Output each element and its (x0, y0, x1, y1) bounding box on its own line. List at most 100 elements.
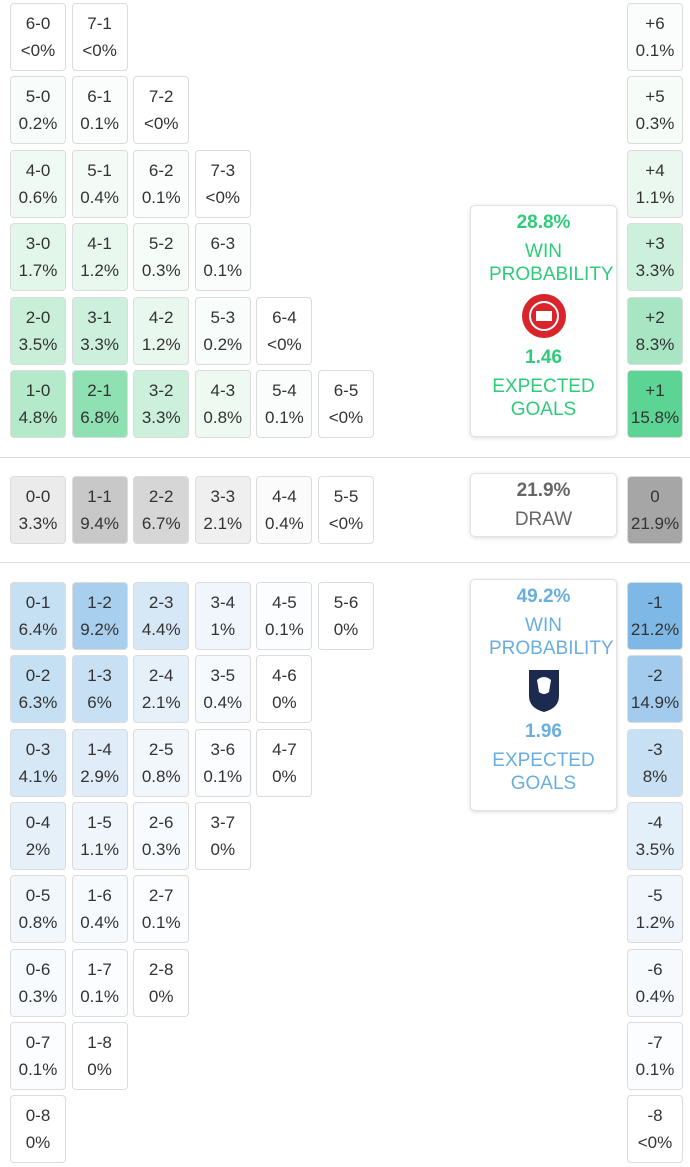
away-win-pct: 49.2% (516, 586, 571, 607)
home-score-cell: 5-4 0.1% (256, 370, 313, 438)
away-logo (528, 670, 559, 712)
away-margin-cell: -6 0.4% (627, 948, 683, 1017)
probability: 0.1% (80, 114, 119, 134)
probability: 0.1% (203, 766, 243, 786)
probability: 1.2% (141, 334, 181, 354)
score: 1-8 (87, 1032, 112, 1052)
score: 3-6 (210, 739, 236, 759)
probability: 0.1% (203, 261, 243, 281)
away-score-cell: 2-7 0.1% (133, 875, 190, 944)
home-score-cell: 3-0 1.7% (10, 223, 66, 292)
away-margin-cell: -1 21.2% (627, 582, 683, 650)
probability: 0.1% (635, 1059, 675, 1079)
away-margin-cell: -2 14.9% (627, 655, 683, 724)
score: 2-1 (87, 381, 112, 400)
probability: 0.1% (18, 1059, 58, 1079)
score: 6-4 (272, 307, 297, 327)
score: 3-5 (210, 666, 236, 686)
away-score-cell: 0-1 6.4% (10, 582, 66, 650)
home-score-cell: 4-2 1.2% (133, 296, 190, 365)
away-score-cell: 4-7 0% (256, 728, 313, 797)
home-score-cell: 6-3 0.1% (194, 223, 251, 292)
away-score-cell: 4-5 0.1% (256, 582, 313, 650)
probability: <0% (82, 41, 117, 60)
probability: <0% (328, 514, 364, 533)
score: 0-2 (25, 666, 51, 686)
probability: 0.3% (635, 114, 675, 134)
probability: 0.1% (141, 913, 181, 933)
away-win-label: WIN PROBABILITY (489, 615, 614, 659)
score: 3-4 (210, 593, 236, 612)
away-score-cell: 1-5 1.1% (71, 801, 128, 870)
probability: 0.8% (141, 766, 181, 786)
score: 5-6 (333, 593, 359, 612)
score: 4-6 (272, 666, 297, 686)
away-score-cell: 1-7 0.1% (71, 948, 128, 1017)
away-score-cell: 0-7 0.1% (10, 1021, 66, 1090)
score: 5-2 (148, 234, 174, 254)
score: 0-0 (25, 487, 51, 506)
probability: 1.1% (635, 187, 675, 207)
probability: 0.1% (265, 620, 304, 639)
away-score-cell: 2-8 0% (133, 948, 190, 1017)
score: 1-7 (87, 959, 112, 979)
score: -5 (647, 886, 663, 906)
draw-card: 21.9% DRAW (470, 473, 617, 537)
away-score-cell: 1-6 0.4% (71, 875, 128, 944)
probability: <0% (20, 41, 56, 60)
probability: <0% (637, 1133, 673, 1153)
probability: 4.8% (18, 408, 58, 427)
probability: 0% (272, 693, 297, 713)
probability: 0.4% (265, 514, 304, 533)
draw-score-cell: 0-0 3.3% (10, 476, 66, 544)
away-score-cell: 3-4 1% (194, 582, 251, 650)
score: -8 (647, 1106, 663, 1126)
home-score-cell: 6-5 <0% (318, 370, 374, 438)
score: 2-3 (148, 593, 174, 612)
probability: 6.3% (18, 693, 58, 713)
probability: 3.5% (635, 839, 675, 859)
score: -1 (647, 593, 663, 612)
score: +5 (645, 87, 665, 107)
home-score-cell: 3-2 3.3% (133, 370, 190, 438)
score: 1-6 (87, 886, 112, 906)
home-win-label: WIN PROBABILITY (489, 241, 614, 285)
away-score-cell: 2-3 4.4% (133, 582, 190, 650)
probability: 1.2% (80, 261, 119, 281)
score: 1-2 (87, 593, 112, 612)
probability: 4.1% (18, 766, 58, 786)
draw-score-cell: 1-1 9.4% (71, 476, 128, 544)
score: 4-4 (272, 487, 297, 506)
score: 4-3 (210, 381, 236, 400)
score: 6-1 (87, 87, 112, 107)
away-goals-label: EXPECTED GOALS (492, 750, 595, 794)
probability: 3.3% (80, 334, 119, 354)
score: 7-3 (210, 160, 236, 180)
away-score-cell: 5-6 0% (318, 582, 374, 650)
score: 0-3 (25, 739, 51, 759)
score: 6-0 (25, 14, 51, 33)
home-score-cell: 7-2 <0% (133, 76, 190, 145)
home-score-cell: 1-0 4.8% (10, 370, 66, 438)
score: +1 (645, 381, 665, 400)
away-goals: 1.96 (525, 721, 562, 742)
draw-pct: 21.9% (516, 480, 571, 501)
probability: 2.9% (80, 766, 119, 786)
probability: <0% (267, 334, 302, 354)
probability: 0% (87, 1059, 112, 1079)
home-margin-cell: +3 3.3% (627, 223, 683, 292)
draw-score-cell: 5-5 <0% (318, 476, 374, 544)
home-score-cell: 3-1 3.3% (71, 296, 128, 365)
score: 7-1 (87, 14, 112, 33)
home-score-cell: 2-1 6.8% (71, 370, 128, 438)
home-score-cell: 7-3 <0% (194, 149, 251, 218)
home-score-cell: 6-1 0.1% (71, 76, 128, 145)
probability: 21.9% (630, 514, 680, 533)
home-margin-cell: +1 15.8% (627, 370, 683, 438)
home-card: 28.8% WIN PROBABILITY 1.46 EXPECTED GOAL… (470, 205, 617, 437)
score: 6-5 (333, 381, 359, 400)
score: 5-4 (272, 381, 297, 400)
home-score-cell: 6-0 <0% (10, 3, 66, 71)
home-score-cell: 6-4 <0% (256, 296, 313, 365)
